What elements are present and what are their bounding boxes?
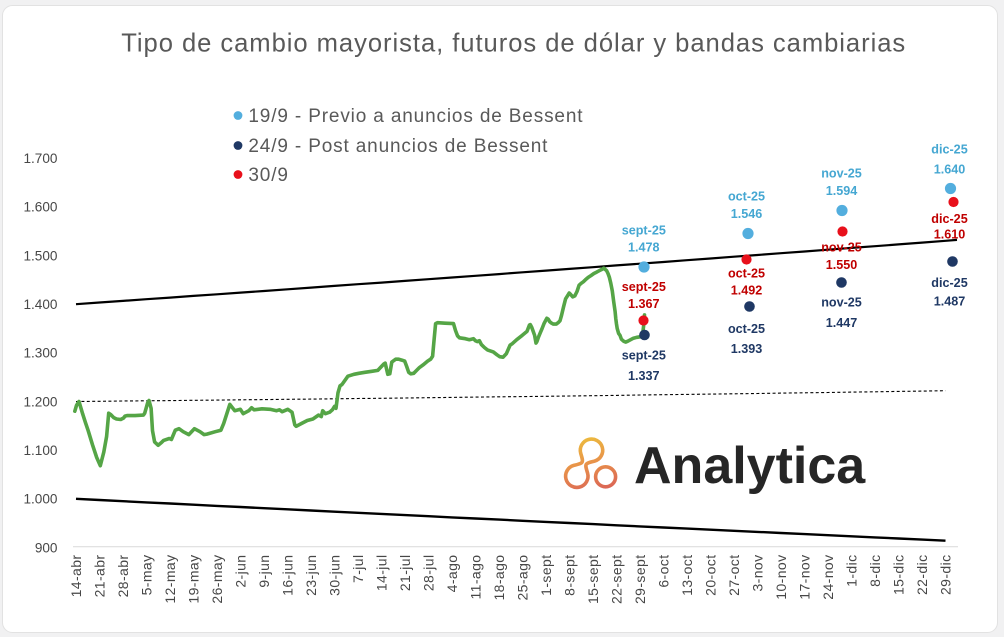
svg-text:8-dic: 8-dic xyxy=(867,555,883,587)
svg-text:1.550: 1.550 xyxy=(826,258,858,272)
svg-text:oct-25: oct-25 xyxy=(728,190,765,204)
svg-text:19-may: 19-may xyxy=(185,555,201,604)
svg-text:dic-25: dic-25 xyxy=(931,143,967,157)
svg-text:20-oct: 20-oct xyxy=(702,555,718,596)
svg-text:7-jul: 7-jul xyxy=(350,555,366,583)
svg-text:1-dic: 1-dic xyxy=(843,555,859,587)
svg-text:1.400: 1.400 xyxy=(23,297,57,312)
svg-text:24/9 - Post anuncios de Bessen: 24/9 - Post anuncios de Bessent xyxy=(248,136,548,157)
svg-text:1.700: 1.700 xyxy=(23,151,57,166)
svg-text:25-ago: 25-ago xyxy=(514,555,530,601)
svg-text:1.337: 1.337 xyxy=(628,369,660,383)
svg-text:1.546: 1.546 xyxy=(731,207,763,221)
svg-text:1.100: 1.100 xyxy=(23,443,57,458)
svg-text:26-may: 26-may xyxy=(209,555,225,604)
svg-text:16-jun: 16-jun xyxy=(279,555,295,596)
svg-text:nov-25: nov-25 xyxy=(821,167,862,181)
svg-text:oct-25: oct-25 xyxy=(728,322,765,336)
svg-text:oct-25: oct-25 xyxy=(728,267,765,281)
svg-text:1.594: 1.594 xyxy=(826,184,858,198)
svg-text:900: 900 xyxy=(35,540,58,555)
svg-text:28-abr: 28-abr xyxy=(115,555,131,598)
svg-text:1-sept: 1-sept xyxy=(538,555,554,596)
svg-text:15-sept: 15-sept xyxy=(585,555,601,605)
svg-text:5-may: 5-may xyxy=(138,555,154,596)
svg-text:1.600: 1.600 xyxy=(23,200,57,215)
svg-text:1.492: 1.492 xyxy=(731,284,763,298)
svg-text:11-ago: 11-ago xyxy=(467,555,483,600)
svg-text:Tipo de cambio mayorista, futu: Tipo de cambio mayorista, futuros de dól… xyxy=(121,29,906,57)
svg-text:22-sept: 22-sept xyxy=(608,555,624,605)
svg-text:1.000: 1.000 xyxy=(23,492,57,507)
svg-text:8-sept: 8-sept xyxy=(561,555,577,596)
svg-text:14-abr: 14-abr xyxy=(68,555,84,598)
svg-text:18-ago: 18-ago xyxy=(491,555,507,601)
svg-text:3-nov: 3-nov xyxy=(749,555,765,592)
svg-text:1.447: 1.447 xyxy=(826,316,858,330)
svg-text:17-nov: 17-nov xyxy=(796,555,812,600)
svg-text:1.200: 1.200 xyxy=(23,394,57,409)
svg-text:1.640: 1.640 xyxy=(934,163,966,177)
svg-text:Analytica: Analytica xyxy=(634,437,866,495)
svg-text:sept-25: sept-25 xyxy=(622,280,666,294)
svg-text:24-nov: 24-nov xyxy=(820,555,836,600)
svg-text:dic-25: dic-25 xyxy=(931,276,967,290)
svg-text:1.610: 1.610 xyxy=(934,228,966,242)
svg-text:1.367: 1.367 xyxy=(628,297,660,311)
svg-text:27-oct: 27-oct xyxy=(726,555,742,596)
svg-text:1.478: 1.478 xyxy=(628,241,660,255)
svg-text:28-jul: 28-jul xyxy=(420,555,436,592)
svg-text:1.500: 1.500 xyxy=(23,248,57,263)
svg-text:1.487: 1.487 xyxy=(934,295,966,309)
svg-text:9-jun: 9-jun xyxy=(256,555,272,588)
svg-text:30-jun: 30-jun xyxy=(326,555,342,596)
svg-text:14-jul: 14-jul xyxy=(373,555,389,592)
svg-text:22-dic: 22-dic xyxy=(914,555,930,596)
svg-text:29-sept: 29-sept xyxy=(632,555,648,605)
svg-text:15-dic: 15-dic xyxy=(890,555,906,596)
svg-text:1.393: 1.393 xyxy=(731,342,763,356)
svg-text:6-oct: 6-oct xyxy=(655,555,671,588)
svg-text:sept-25: sept-25 xyxy=(622,224,666,238)
svg-text:29-dic: 29-dic xyxy=(937,555,953,596)
svg-text:13-oct: 13-oct xyxy=(679,555,695,596)
svg-text:sept-25: sept-25 xyxy=(622,349,666,363)
svg-text:nov-25: nov-25 xyxy=(821,296,862,310)
svg-text:nov-25: nov-25 xyxy=(821,241,862,255)
svg-text:10-nov: 10-nov xyxy=(773,555,789,600)
svg-text:21-jul: 21-jul xyxy=(397,555,413,592)
svg-text:1.300: 1.300 xyxy=(23,346,57,361)
svg-text:23-jun: 23-jun xyxy=(303,555,319,596)
svg-text:dic-25: dic-25 xyxy=(931,212,967,226)
svg-text:21-abr: 21-abr xyxy=(91,555,107,598)
svg-text:2-jun: 2-jun xyxy=(232,555,248,588)
svg-text:19/9 - Previo a anuncios de Be: 19/9 - Previo a anuncios de Bessent xyxy=(248,106,583,127)
svg-text:4-ago: 4-ago xyxy=(444,555,460,593)
svg-text:30/9: 30/9 xyxy=(248,165,288,186)
svg-text:12-may: 12-may xyxy=(162,555,178,604)
